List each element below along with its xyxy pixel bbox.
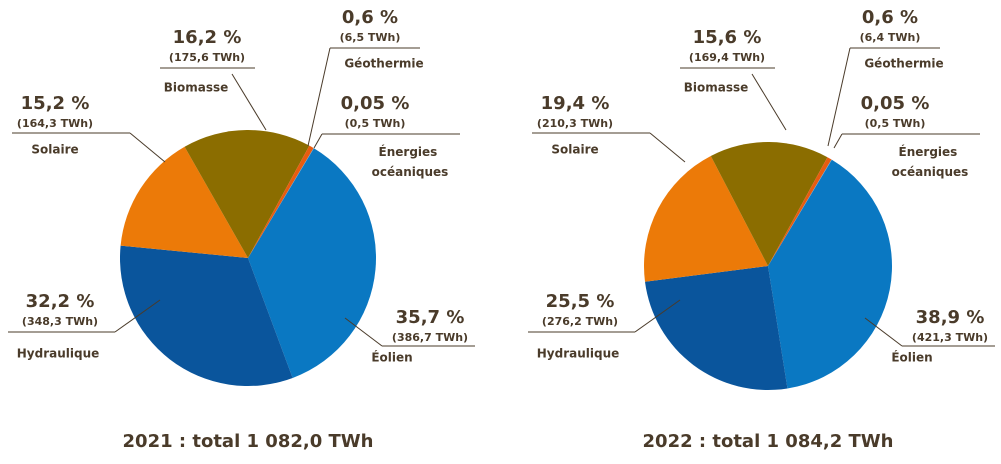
value-label: 0,6 % [342,7,398,28]
category-label: Géothermie [864,57,943,71]
category-label: Biomasse [684,81,749,95]
leader-line [827,47,851,147]
category-label: Éolien [371,350,412,365]
value-label: 19,4 % [541,93,610,114]
energy-label: (210,3 TWh) [537,117,613,130]
pie-slice [248,148,376,378]
energy-label: (348,3 TWh) [22,315,98,328]
pie-slice [768,159,892,389]
energy-label: (175,6 TWh) [169,51,245,64]
value-label: 15,2 % [21,93,90,114]
leader-line [129,132,166,163]
energy-label: (6,4 TWh) [860,31,921,44]
value-label: 0,05 % [861,93,930,114]
pie-slice [248,145,314,258]
value-label: 15,6 % [693,27,762,48]
pie-slice [184,129,310,258]
chart-title: 2022 : total 1 084,2 TWh [643,431,894,452]
leader-line [307,47,331,147]
pie-slice [710,142,828,266]
leader-line [313,133,323,149]
energy-label: (386,7 TWh) [392,331,468,344]
category-label: Biomasse [164,81,229,95]
category-label: Éolien [891,350,932,365]
energy-label: (0,5 TWh) [345,117,406,130]
pie-slice [644,155,768,282]
pie-slice [768,159,832,266]
category-label: Solaire [551,143,598,157]
value-label: 0,6 % [862,7,918,28]
category-label: Géothermie [344,57,423,71]
value-label: 16,2 % [173,27,242,48]
leader-line [114,299,161,333]
pie-slice [768,157,832,266]
leader-line [231,73,267,131]
leader-line [344,317,383,347]
category-label: Énergies océaniques [892,144,969,179]
leader-line [864,317,903,347]
energy-label: (421,3 TWh) [912,331,988,344]
pie-slice [644,266,788,390]
chart-title: 2021 : total 1 082,0 TWh [123,431,374,452]
leader-line [833,133,843,149]
value-label: 32,2 % [26,291,95,312]
category-label: Énergies océaniques [372,144,449,179]
leader-line [649,132,686,163]
value-label: 0,05 % [341,93,410,114]
pie-slice [120,146,248,258]
category-label: Hydraulique [537,347,620,361]
category-label: Solaire [31,143,78,157]
value-label: 35,7 % [396,307,465,328]
leader-line [634,299,681,333]
energy-label: (276,2 TWh) [542,315,618,328]
leader-line [751,73,787,131]
energy-label: (169,4 TWh) [689,51,765,64]
pie-slice [119,245,293,387]
value-label: 25,5 % [546,291,615,312]
energy-label: (6,5 TWh) [340,31,401,44]
energy-label: (164,3 TWh) [17,117,93,130]
value-label: 38,9 % [916,307,985,328]
energy-label: (0,5 TWh) [865,117,926,130]
pie-slice [248,148,314,258]
category-label: Hydraulique [17,347,100,361]
